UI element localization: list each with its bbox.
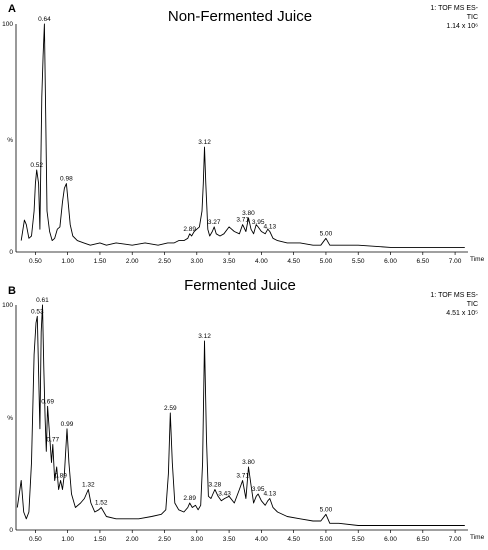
x-tick-label: 4.50 (287, 258, 300, 265)
x-ticks: 0.50 1.00 1.50 2.00 2.50 3.00 3.50 4.00 4.50 5.00… (29, 530, 462, 543)
chart-title: Fermented Juice (184, 277, 296, 294)
x-tick-label: 6.50 (416, 536, 429, 543)
x-ticks: 0.50 1.00 1.50 2.00 2.50 3.00 3.50 4.00 4.50 5.00… (29, 252, 462, 265)
y-tick-top: 100 (2, 302, 13, 309)
peak-label: 2.59 (164, 405, 177, 412)
peak-label: 0.89 (54, 473, 67, 480)
instrument-info-line-3: 1.14 x 10⁶ (446, 23, 478, 30)
instrument-info-line-3: 4.51 x 10⁵ (446, 310, 478, 317)
peak-label: 0.64 (38, 16, 51, 23)
peak-label: 3.71 (236, 217, 249, 224)
instrument-info-line-2: TIC (467, 14, 478, 21)
instrument-info-line-2: TIC (467, 301, 478, 308)
x-tick-label: 1.50 (94, 258, 107, 265)
x-tick-label: 4.50 (287, 536, 300, 543)
instrument-info-line-1: 1: TOF MS ES- (430, 292, 478, 299)
panel-letter: A (8, 3, 16, 15)
chromatogram-trace (16, 304, 465, 526)
peak-label: 3.95 (252, 219, 265, 226)
x-tick-label: 2.00 (126, 536, 139, 543)
y-tick-bottom: 0 (9, 527, 13, 534)
peak-label: 0.98 (60, 176, 73, 183)
peak-label: 2.89 (183, 226, 196, 233)
x-tick-label: 5.50 (352, 536, 365, 543)
peak-label: 5.00 (320, 506, 333, 513)
x-tick-label: 5.00 (320, 536, 333, 543)
x-axis-label: Time (470, 534, 485, 541)
peak-label: 5.00 (320, 230, 333, 237)
peak-label: 1.52 (95, 500, 108, 507)
peak-label: 0.69 (41, 398, 54, 405)
peak-label: 0.77 (46, 437, 59, 444)
x-tick-label: 0.50 (29, 536, 42, 543)
peak-labels: 0.53 0.61 0.69 0.77 0.89 0.99 1.32 1.52 2.59 2.89… (31, 297, 333, 513)
peak-label: 4.13 (263, 491, 276, 498)
x-tick-label: 6.00 (384, 536, 397, 543)
x-tick-label: 4.00 (255, 536, 268, 543)
x-tick-label: 2.00 (126, 258, 139, 265)
peak-label: 3.27 (208, 219, 221, 226)
y-tick-bottom: 0 (9, 249, 13, 256)
peak-label: 3.95 (252, 486, 265, 493)
panel-letter: B (8, 285, 16, 297)
x-tick-label: 4.00 (255, 258, 268, 265)
y-tick-top: 100 (2, 21, 13, 28)
peak-label: 3.12 (198, 139, 211, 146)
x-tick-label: 1.50 (94, 536, 107, 543)
x-tick-label: 7.00 (449, 536, 462, 543)
peak-label: 1.32 (82, 482, 95, 489)
panel-non-fermented: A Non-Fermented Juice 1: TOF MS ES- TIC … (2, 3, 484, 265)
peak-label: 0.53 (31, 308, 44, 315)
peak-label: 4.13 (263, 223, 276, 230)
chromatogram-trace (20, 23, 465, 248)
y-axis-label: % (7, 137, 13, 144)
peak-label: 3.71 (236, 473, 249, 480)
x-tick-label: 5.50 (352, 258, 365, 265)
peak-labels: 0.52 0.64 0.98 2.89 3.12 3.27 3.713.80 3.954.13… (30, 16, 332, 237)
peak-label: 0.52 (30, 162, 43, 169)
chart-title: Non-Fermented Juice (168, 8, 312, 25)
x-tick-label: 3.50 (223, 258, 236, 265)
x-tick-label: 7.00 (449, 258, 462, 265)
x-tick-label: 0.50 (29, 258, 42, 265)
x-tick-label: 3.00 (190, 258, 203, 265)
instrument-info-line-1: 1: TOF MS ES- (430, 5, 478, 12)
peak-label: 3.80 (242, 459, 255, 466)
peak-label: 3.80 (242, 210, 255, 217)
y-axis-label: % (7, 415, 13, 422)
peak-label: 3.43 (218, 491, 231, 498)
x-tick-label: 5.00 (320, 258, 333, 265)
x-tick-label: 1.00 (61, 258, 74, 265)
x-tick-label: 1.00 (61, 536, 74, 543)
x-tick-label: 3.50 (223, 536, 236, 543)
x-tick-label: 3.00 (190, 536, 203, 543)
peak-label: 3.28 (209, 482, 222, 489)
peak-label: 0.61 (36, 297, 49, 304)
x-tick-label: 2.50 (158, 536, 171, 543)
x-tick-label: 6.50 (416, 258, 429, 265)
panel-fermented: B Fermented Juice 1: TOF MS ES- TIC 4.51… (2, 277, 484, 543)
peak-label: 2.89 (183, 495, 196, 502)
peak-label: 3.12 (198, 333, 211, 340)
peak-label: 0.99 (61, 421, 74, 428)
x-tick-label: 2.50 (158, 258, 171, 265)
x-axis-label: Time (470, 256, 485, 263)
x-tick-label: 6.00 (384, 258, 397, 265)
